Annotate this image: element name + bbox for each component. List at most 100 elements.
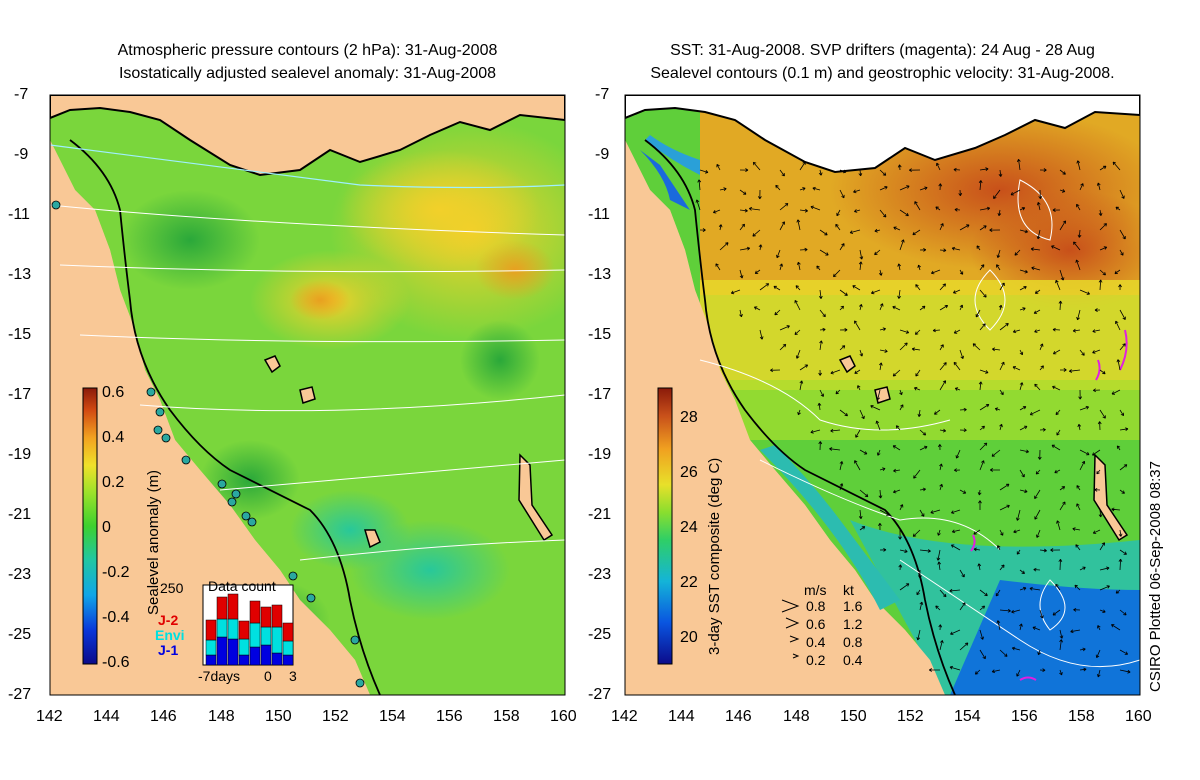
velocity-arrow xyxy=(1111,624,1121,631)
velocity-arrow xyxy=(1032,626,1041,631)
velocity-arrow xyxy=(998,169,1003,177)
velocity-arrow xyxy=(1019,382,1024,391)
velocity-arrow xyxy=(1119,309,1126,320)
histogram-bar xyxy=(205,654,217,666)
velocity-arrow xyxy=(977,563,982,571)
lat-label: -15 xyxy=(8,326,32,343)
lat-label: -23 xyxy=(8,566,32,583)
velocity-arrow xyxy=(1119,189,1125,199)
velocity-arrow xyxy=(899,185,910,191)
histogram-bar xyxy=(227,618,239,640)
velocity-arrow xyxy=(999,389,1004,396)
velocity-arrow xyxy=(839,189,845,199)
velocity-arrow xyxy=(1119,649,1129,655)
velocity-arrow xyxy=(1079,349,1085,356)
velocity-arrow xyxy=(972,343,981,351)
velocity-arrow xyxy=(799,380,804,391)
right-map xyxy=(625,95,1140,695)
velocity-arrow xyxy=(855,429,861,438)
velocity-arrow xyxy=(1099,165,1107,171)
velocity-arrow xyxy=(779,203,789,211)
velocity-arrow xyxy=(849,229,861,234)
velocity-arrow xyxy=(977,489,982,496)
velocity-arrow xyxy=(1099,409,1106,419)
velocity-arrow xyxy=(1011,646,1021,651)
velocity-arrow xyxy=(916,589,921,596)
velocity-arrow xyxy=(1092,329,1101,333)
velocity-arrow xyxy=(1054,469,1061,474)
velocity-arrow xyxy=(1119,427,1129,432)
velocity-arrow xyxy=(914,329,921,335)
velocity-kt: 0.8 xyxy=(843,634,863,650)
velocity-arrow xyxy=(1099,542,1105,551)
velocity-arrow xyxy=(1031,266,1041,271)
velocity-arrow xyxy=(997,209,1002,217)
velocity-arrow xyxy=(1095,649,1101,659)
velocity-arrow xyxy=(854,209,861,213)
velocity-arrow xyxy=(1039,668,1046,673)
velocity-arrow xyxy=(1019,489,1028,494)
velocity-arrow xyxy=(799,364,809,371)
velocity-arrow xyxy=(893,468,901,473)
velocity-arrow xyxy=(899,504,904,511)
velocity-arrow xyxy=(1034,329,1041,333)
velocity-arrow xyxy=(1079,647,1086,652)
velocity-arrow xyxy=(919,601,924,611)
velocity-arrow xyxy=(1037,449,1042,460)
velocity-arrow xyxy=(774,309,781,316)
velocity-arrow xyxy=(1092,349,1101,354)
velocity-arrow xyxy=(1059,269,1065,281)
velocity-arrow xyxy=(818,369,822,376)
velocity-arrow xyxy=(1074,584,1081,591)
velocity-arrow xyxy=(835,223,841,231)
velocity-arrow xyxy=(1079,289,1091,295)
velocity-arrow xyxy=(1059,220,1066,231)
velocity-arrow xyxy=(996,264,1001,271)
sla-tick: -0.2 xyxy=(102,564,130,581)
velocity-arrow xyxy=(839,289,848,296)
sst-tick: 26 xyxy=(680,464,698,481)
velocity-arrow xyxy=(1079,405,1090,411)
velocity-arrow xyxy=(1059,629,1064,639)
velocity-arrow xyxy=(935,206,941,211)
histogram-bar xyxy=(271,626,283,654)
velocity-arrow xyxy=(936,162,941,171)
velocity-arrow xyxy=(899,583,910,591)
velocity-arrow xyxy=(719,187,727,191)
velocity-arrow xyxy=(959,407,967,412)
lon-label: 142 xyxy=(36,708,63,725)
velocity-arrow xyxy=(975,309,981,318)
histogram-bar xyxy=(260,626,272,646)
velocity-arrow xyxy=(892,369,901,377)
velocity-arrow xyxy=(913,386,921,391)
velocity-arrow xyxy=(819,389,824,397)
lat-label: -7 xyxy=(14,86,29,103)
velocity-arrow xyxy=(712,209,721,214)
velocity-arrow xyxy=(919,549,931,553)
velocity-arrow xyxy=(997,545,1001,551)
velocity-arrow xyxy=(870,289,881,295)
velocity-arrow xyxy=(739,309,743,318)
velocity-arrow xyxy=(996,620,1001,631)
velocity-arrow xyxy=(919,487,926,492)
velocity-arrow xyxy=(1012,329,1021,334)
velocity-arrow xyxy=(1116,359,1121,371)
histogram-bar xyxy=(238,620,250,640)
velocity-arrow xyxy=(1076,485,1081,491)
data-count-xlabel: 3 xyxy=(289,668,297,684)
velocity-arrow xyxy=(819,229,828,236)
velocity-arrow xyxy=(739,269,744,279)
velocity-arrow xyxy=(919,186,928,191)
velocity-arrow xyxy=(757,189,762,200)
velocity-arrow xyxy=(939,428,947,433)
velocity-arrow xyxy=(839,305,844,311)
lon-label: 148 xyxy=(208,708,235,725)
velocity-arrow xyxy=(1030,247,1041,252)
velocity-arrow xyxy=(979,442,988,451)
velocity-arrow xyxy=(829,447,841,451)
velocity-arrow xyxy=(1073,607,1081,612)
velocity-arrow xyxy=(819,327,826,332)
velocity-arrow xyxy=(1037,649,1041,656)
velocity-arrow xyxy=(739,246,751,251)
velocity-arrow xyxy=(959,428,967,433)
